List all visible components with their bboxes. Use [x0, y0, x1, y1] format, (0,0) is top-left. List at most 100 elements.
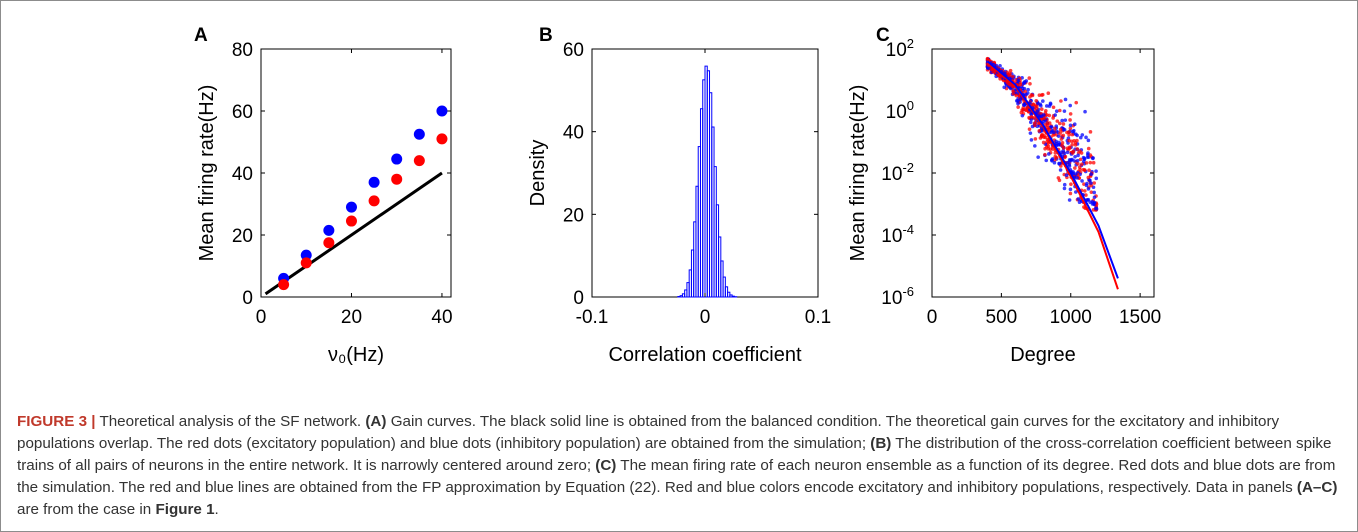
- panel-c-point: [1016, 101, 1020, 106]
- panel-c-point: [1024, 108, 1029, 113]
- panel-c-point: [1089, 181, 1093, 185]
- panel-c-point: [1077, 165, 1082, 169]
- panel-c-point: [1059, 137, 1064, 141]
- panel-c-point: [1011, 91, 1016, 96]
- panel-c-point: [1056, 134, 1061, 138]
- panel-c-point: [1052, 160, 1057, 165]
- panel-c-point: [1088, 130, 1093, 134]
- panel-c-point: [1044, 158, 1049, 163]
- panel-c-fp-line: [986, 62, 1119, 290]
- caption-segment: The distribution of the cross-correlatio…: [17, 435, 1332, 474]
- panel-c-point: [1057, 162, 1062, 166]
- panel-c-point: [1065, 150, 1070, 155]
- panel-a-xtick-label: 0: [256, 307, 267, 328]
- panel-c-ytick-label: 10-2: [881, 160, 914, 185]
- panel-c-point: [1082, 157, 1087, 162]
- panel-c-point: [1036, 155, 1040, 159]
- caption-segment: Figure 1: [155, 501, 215, 518]
- panel-a-ytick-label: 0: [242, 288, 253, 309]
- panel-c-point: [1062, 186, 1067, 191]
- panel-c-point: [1031, 102, 1036, 106]
- panel-a-point: [300, 257, 312, 269]
- panel-c-point: [1043, 152, 1047, 157]
- panel-c-point: [1047, 113, 1052, 118]
- panel-c-ylabel: Mean firing rate(Hz): [847, 85, 869, 262]
- panel-c-point: [1037, 93, 1042, 97]
- caption-segment: (A): [365, 413, 387, 430]
- panel-a-xtick-label: 20: [341, 307, 362, 328]
- panel-c-point: [1008, 68, 1013, 73]
- panel-a-point: [345, 201, 357, 213]
- panel-b-ytick-label: 40: [563, 123, 584, 144]
- panel-c-point: [1084, 193, 1088, 197]
- panel-a-point: [345, 215, 357, 227]
- caption-segment: The mean firing rate of each neuron ense…: [17, 457, 1336, 496]
- panel-c-point: [1068, 103, 1073, 108]
- panel-c-point: [1078, 135, 1083, 140]
- panel-c-point: [1082, 168, 1087, 172]
- caption-segment: are from the case in: [17, 501, 156, 518]
- panel-c-point: [1008, 73, 1012, 78]
- panel-a-point: [413, 155, 425, 167]
- panel-c-point: [1052, 126, 1057, 131]
- panel-c-point: [1073, 166, 1077, 170]
- panel-c-point: [1085, 198, 1090, 202]
- panel-b-ytick-label: 0: [573, 288, 584, 309]
- panel-a-point: [391, 153, 403, 165]
- caption-segment: Theoretical analysis of the SF network.: [95, 413, 366, 430]
- panel-c-point: [1079, 151, 1084, 155]
- panel-a-point: [323, 224, 335, 236]
- panel-c-point: [1061, 122, 1066, 126]
- panel-a-plot-area: [260, 48, 452, 298]
- panel-c-point: [1061, 133, 1066, 138]
- panel-c-point: [998, 76, 1002, 81]
- panel-c-point: [1046, 140, 1051, 145]
- panel-c-point: [1055, 119, 1060, 123]
- panel-c-point: [1046, 91, 1051, 96]
- panel-c-point: [1049, 125, 1054, 129]
- panel-c-point: [1092, 190, 1097, 195]
- panel-b-xtick-label: 0.1: [805, 307, 831, 328]
- panel-b-xtick-label: 0: [700, 307, 711, 328]
- panel-c-letter: C: [876, 25, 890, 46]
- panel-c-point: [1076, 197, 1081, 201]
- caption-segment: Gain curves. The black solid line is obt…: [17, 413, 1280, 452]
- panel-c-point: [1057, 178, 1062, 183]
- panel-c-point: [1067, 146, 1072, 151]
- panel-c-point: [1068, 112, 1073, 116]
- panel-c-ytick-label: 102: [886, 36, 914, 61]
- panel-c-point: [1054, 109, 1059, 114]
- panel-c-point: [1057, 140, 1061, 145]
- panel-c-point: [1067, 130, 1071, 134]
- panel-c-point: [1047, 152, 1051, 156]
- panel-c-point: [1080, 179, 1084, 183]
- panel-b-ytick-label: 20: [563, 205, 584, 226]
- caption-body: Theoretical analysis of the SF network. …: [17, 413, 1337, 518]
- panel-c-point: [1022, 80, 1027, 84]
- panel-c-point: [1064, 173, 1069, 177]
- panel-c-point: [1078, 157, 1083, 162]
- panel-c-point: [1048, 101, 1053, 106]
- panel-b-letter: B: [539, 25, 553, 46]
- panel-c-point: [1094, 206, 1098, 211]
- panel-a-ytick-label: 60: [232, 102, 253, 123]
- panel-c-point: [1043, 135, 1048, 140]
- panel-c-point: [1045, 121, 1050, 125]
- panel-c-point: [1058, 131, 1062, 135]
- panel-c-point: [1026, 87, 1030, 92]
- panel-c-point: [1092, 200, 1096, 205]
- panel-c-point: [1018, 97, 1023, 102]
- panel-c-point: [1086, 187, 1091, 191]
- panel-a-point: [300, 249, 312, 261]
- panel-b-ytick-label: 60: [563, 40, 584, 61]
- panel-c-point: [1086, 175, 1091, 180]
- panel-c-point: [1070, 132, 1075, 137]
- panel-a-point: [436, 105, 448, 117]
- panel-c-point: [1073, 141, 1078, 145]
- panel-c-point: [1062, 109, 1067, 113]
- panel-c-point: [1086, 138, 1091, 143]
- panel-c-xtick-label: 1500: [1119, 307, 1161, 328]
- panel-c-point: [1051, 147, 1055, 151]
